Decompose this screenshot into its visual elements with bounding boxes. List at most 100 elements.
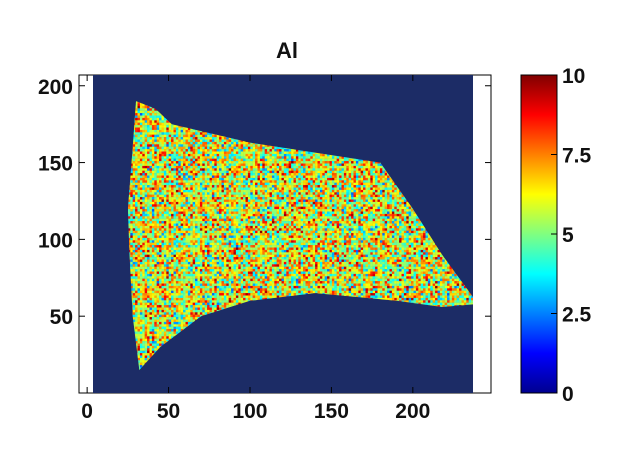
heatmap-cell — [139, 108, 143, 111]
heatmap-cell — [240, 170, 244, 174]
heatmap-cell — [312, 153, 316, 157]
heatmap-cell — [226, 139, 229, 143]
heatmap-cell — [173, 175, 177, 179]
heatmap-cell — [137, 115, 141, 119]
heatmap-cell — [137, 132, 141, 135]
heatmap-cell — [151, 151, 155, 155]
heatmap-cell — [204, 153, 208, 157]
heatmap-cell — [163, 132, 167, 135]
heatmap-cell — [202, 144, 205, 147]
heatmap-cell — [346, 163, 349, 167]
heatmap-cell — [209, 168, 213, 171]
heatmap-cell — [137, 101, 141, 104]
heatmap-cell — [324, 158, 328, 162]
heatmap-cell — [192, 163, 196, 167]
heatmap-cell — [327, 177, 330, 181]
heatmap-cell — [219, 177, 222, 181]
heatmap-cell — [269, 165, 273, 169]
heatmap-cell — [377, 161, 381, 164]
heatmap-cell — [223, 156, 227, 159]
heatmap-cell — [226, 177, 229, 181]
heatmap-cell — [159, 146, 162, 150]
heatmap-cell — [161, 170, 165, 174]
heatmap-cell — [139, 151, 143, 155]
heatmap-cell — [303, 168, 306, 171]
heatmap-cell — [137, 156, 141, 159]
heatmap-cell — [139, 113, 143, 116]
heatmap-cell — [161, 129, 165, 133]
heatmap-cell — [257, 163, 261, 167]
heatmap-cell — [183, 182, 186, 186]
heatmap-cell — [288, 151, 292, 155]
heatmap-cell — [149, 177, 153, 181]
heatmap-cell — [331, 158, 335, 162]
heatmap-cell — [305, 158, 309, 162]
heatmap-cell — [257, 146, 261, 150]
heatmap-cell — [166, 158, 169, 162]
heatmap-cell — [135, 113, 138, 116]
heatmap-cell — [348, 163, 352, 167]
heatmap-cell — [154, 158, 157, 162]
heatmap-cell — [259, 161, 263, 164]
heatmap-cell — [197, 168, 201, 171]
heatmap-cell — [163, 151, 167, 155]
heatmap-cell — [139, 115, 143, 119]
heatmap-cell — [207, 165, 210, 169]
heatmap-cell — [163, 156, 167, 159]
heatmap-cell — [300, 177, 304, 181]
heatmap-cell — [303, 177, 306, 181]
heatmap-cell — [233, 168, 237, 171]
heatmap-cell — [252, 170, 256, 174]
heatmap-cell — [183, 177, 186, 181]
heatmap-cell — [190, 180, 193, 183]
heatmap-cell — [235, 161, 239, 164]
heatmap-cell — [305, 173, 309, 176]
heatmap-cell — [214, 175, 217, 179]
heatmap-cell — [257, 153, 261, 157]
heatmap-cell — [192, 165, 196, 169]
heatmap-cell — [154, 144, 157, 147]
heatmap-cell — [336, 175, 340, 179]
heatmap-cell — [262, 146, 265, 150]
heatmap-cell — [185, 173, 189, 176]
heatmap-cell — [231, 153, 234, 157]
heatmap-cell — [197, 132, 201, 135]
heatmap-cell — [202, 134, 205, 138]
heatmap-cell — [327, 175, 330, 179]
heatmap-cell — [382, 170, 385, 174]
heatmap-cell — [322, 168, 325, 171]
heatmap-cell — [252, 165, 256, 169]
heatmap-cell — [166, 170, 169, 174]
heatmap-cell — [202, 165, 205, 169]
heatmap-cell — [142, 141, 145, 145]
heatmap-cell — [262, 144, 265, 147]
heatmap-cell — [147, 115, 150, 119]
heatmap-cell — [149, 163, 153, 167]
heatmap-cell — [209, 173, 213, 176]
heatmap-cell — [228, 180, 232, 183]
heatmap-cell — [151, 129, 155, 133]
heatmap-cell — [255, 156, 258, 159]
heatmap-cell — [135, 182, 138, 186]
heatmap-cell — [163, 161, 167, 164]
heatmap-cell — [166, 156, 169, 159]
heatmap-cell — [183, 163, 186, 167]
heatmap-cell — [247, 156, 251, 159]
heatmap-cell — [175, 158, 179, 162]
heatmap-cell — [324, 175, 328, 179]
heatmap-cell — [142, 156, 145, 159]
heatmap-cell — [137, 182, 141, 186]
heatmap-cell — [180, 182, 184, 186]
heatmap-cell — [175, 125, 179, 128]
heatmap-cell — [147, 117, 150, 121]
heatmap-cell — [334, 175, 337, 179]
heatmap-cell — [163, 117, 167, 121]
heatmap-cell — [379, 177, 383, 181]
heatmap-cell — [322, 173, 325, 176]
heatmap-cell — [195, 144, 198, 147]
heatmap-cell — [147, 168, 150, 171]
heatmap-cell — [382, 180, 385, 183]
heatmap-cell — [159, 165, 162, 169]
heatmap-cell — [339, 158, 342, 162]
heatmap-cell — [147, 163, 150, 167]
